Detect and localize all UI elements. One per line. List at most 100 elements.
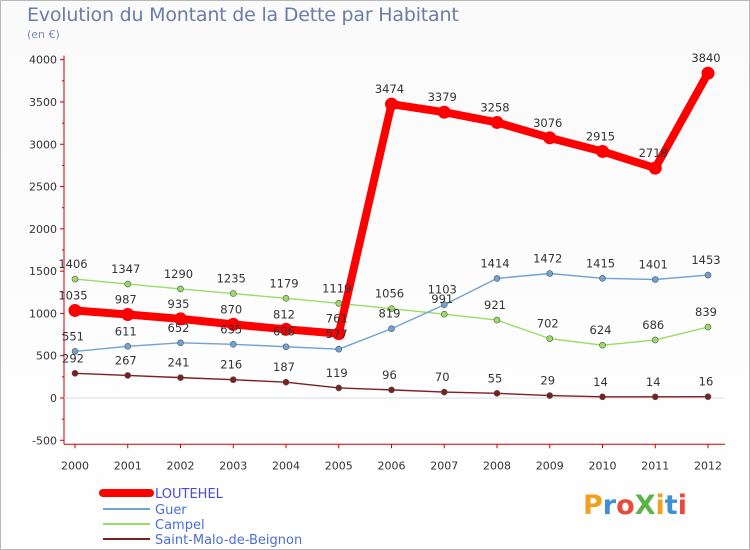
data-point — [704, 323, 712, 331]
x-tick-label: 2012 — [694, 459, 722, 472]
data-label: 1453 — [691, 253, 720, 267]
data-point — [651, 276, 659, 283]
data-point — [388, 305, 395, 312]
x-tick-label: 2004 — [272, 459, 300, 472]
y-tick-label: 0 — [50, 392, 57, 405]
data-label: 187 — [273, 360, 295, 374]
logo-letter: r — [602, 490, 617, 521]
y-tick-label: 1000 — [29, 307, 57, 320]
data-point — [437, 105, 451, 119]
logo-letter: P — [583, 490, 603, 521]
data-point — [440, 388, 448, 396]
data-point — [282, 378, 290, 386]
data-point — [177, 285, 184, 293]
legend-label: Campel — [155, 518, 205, 533]
data-point — [440, 301, 448, 309]
data-label: 870 — [220, 302, 242, 316]
data-label: 2915 — [586, 129, 615, 143]
data-label: 1056 — [375, 287, 404, 301]
data-label: 1406 — [58, 257, 87, 271]
y-tick-label: 1500 — [29, 265, 57, 278]
data-label: 839 — [695, 305, 717, 319]
data-label: 3379 — [428, 90, 457, 104]
x-tick-label: 2005 — [325, 459, 353, 472]
data-label: 1179 — [269, 276, 298, 290]
y-tick-label: 3000 — [29, 138, 57, 151]
data-point — [651, 393, 659, 401]
data-point — [71, 275, 79, 283]
data-label: 935 — [168, 297, 190, 311]
data-label: 991 — [431, 292, 453, 306]
data-point — [335, 345, 343, 353]
data-points — [68, 66, 715, 401]
data-label: 1414 — [480, 256, 509, 270]
data-label: 2718 — [639, 146, 668, 160]
data-point — [71, 370, 79, 377]
data-label: 987 — [115, 293, 137, 307]
y-tick-label: 2500 — [29, 181, 57, 194]
data-label: 216 — [220, 358, 242, 372]
series-lines — [71, 69, 712, 398]
data-label: 16 — [699, 375, 714, 389]
data-point — [704, 393, 712, 400]
data-label: 606 — [273, 325, 295, 339]
data-point — [648, 161, 662, 175]
legend-label: LOUTEHEL — [155, 487, 224, 502]
data-point — [596, 144, 609, 158]
unit-label: (en €) — [27, 28, 60, 41]
data-point — [71, 348, 79, 355]
data-label: 1035 — [58, 288, 87, 302]
data-point — [599, 275, 606, 282]
y-tick-label: 3500 — [29, 96, 57, 109]
data-point — [490, 115, 504, 129]
data-label: 1472 — [533, 251, 562, 265]
data-point — [493, 316, 501, 324]
x-tick-label: 2008 — [483, 459, 511, 472]
data-label: 3840 — [691, 51, 720, 65]
data-label: 1401 — [639, 258, 668, 272]
x-tick-label: 2001 — [114, 459, 142, 472]
data-point — [279, 322, 293, 336]
data-label: 267 — [115, 353, 137, 367]
data-label: 761 — [326, 312, 348, 326]
data-point — [177, 339, 184, 347]
data-label: 1290 — [164, 267, 193, 281]
data-point — [282, 294, 290, 302]
logo-letter: o — [616, 490, 635, 521]
logo-letter: X — [634, 490, 656, 521]
data-label: 686 — [642, 318, 664, 332]
data-label: 921 — [484, 298, 506, 312]
data-label: 14 — [593, 375, 608, 389]
data-point — [546, 392, 554, 399]
data-point — [124, 280, 132, 288]
x-tick-label: 2011 — [641, 459, 669, 472]
y-tick-label: -500 — [32, 434, 57, 447]
data-point — [543, 131, 557, 145]
data-point — [599, 393, 606, 401]
data-point — [282, 343, 290, 351]
data-point — [388, 325, 395, 333]
data-label: 29 — [540, 374, 555, 388]
data-point — [174, 312, 187, 326]
data-label: 611 — [115, 324, 137, 338]
data-point — [385, 97, 398, 111]
legend-label: Saint-Malo-de-Beignon — [155, 533, 302, 548]
data-labels: 1035 987 935 870 812 761 3474 3379 3258 3076 2915 2… — [58, 51, 720, 389]
logo-letter: i — [677, 490, 687, 521]
data-label: 1415 — [586, 256, 615, 270]
data-point — [493, 275, 501, 282]
data-point — [599, 341, 606, 349]
data-label: 292 — [62, 351, 84, 365]
x-tick-label: 2007 — [430, 459, 458, 472]
proxiti-logo: ProXiti — [583, 490, 687, 521]
logo-letter: i — [655, 490, 665, 521]
chart-title: Evolution du Montant de la Dette par Hab… — [27, 4, 459, 26]
y-tick-label: 500 — [36, 350, 57, 363]
logo-letter: t — [664, 490, 678, 521]
x-tick-label: 2009 — [536, 459, 564, 472]
x-tick-label: 2000 — [61, 459, 89, 472]
data-point — [701, 66, 715, 80]
data-label: 1235 — [217, 272, 246, 286]
